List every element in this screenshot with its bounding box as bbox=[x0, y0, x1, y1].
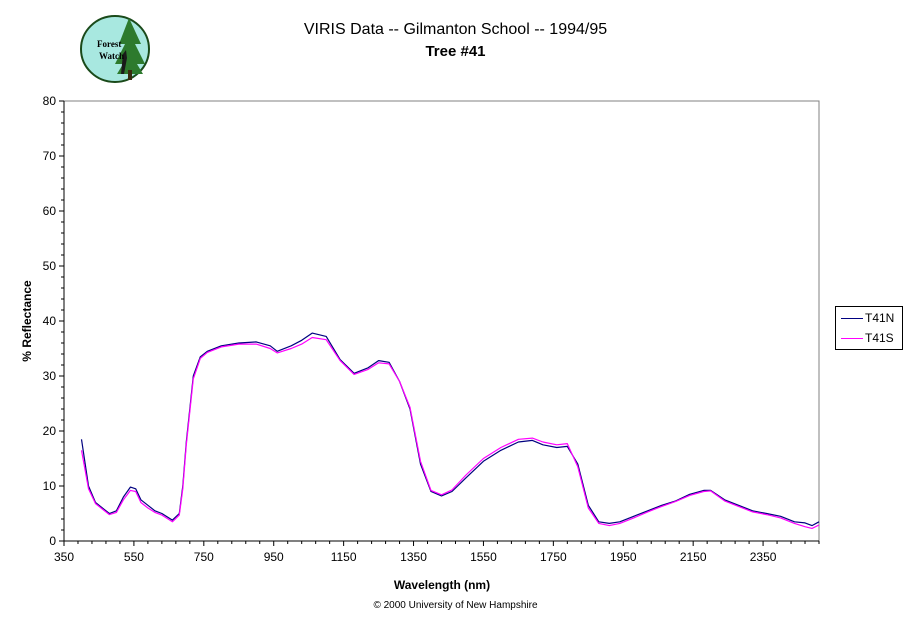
x-tick-label: 2350 bbox=[750, 550, 777, 564]
x-tick-label: 1750 bbox=[540, 550, 567, 564]
legend-swatch bbox=[841, 337, 863, 339]
x-tick-label: 2150 bbox=[680, 550, 707, 564]
y-tick-label: 70 bbox=[43, 149, 57, 163]
x-tick-label: 350 bbox=[54, 550, 74, 564]
plot-area bbox=[63, 100, 820, 542]
chart-legend: T41N T41S bbox=[835, 306, 903, 350]
legend-label: T41N bbox=[865, 311, 895, 325]
y-tick-label: 60 bbox=[43, 204, 57, 218]
series-line-t41s bbox=[80, 336, 820, 530]
x-tick-label: 1350 bbox=[400, 550, 427, 564]
copyright-footer: © 2000 University of New Hampshire bbox=[373, 600, 538, 611]
chart-title: VIRIS Data -- Gilmanton School -- 1994/9… bbox=[303, 21, 608, 38]
legend-item-t41s: T41S bbox=[841, 330, 894, 346]
y-tick-label: 10 bbox=[43, 479, 57, 493]
x-axis-label: Wavelength (nm) bbox=[394, 578, 490, 592]
x-tick-label: 1950 bbox=[610, 550, 637, 564]
x-tick-label: 950 bbox=[264, 550, 284, 564]
legend-item-t41n: T41N bbox=[841, 310, 894, 326]
y-tick-label: 40 bbox=[43, 314, 57, 328]
forest-watch-logo-icon: Forest Watch bbox=[79, 14, 151, 84]
chart-series bbox=[80, 332, 820, 530]
y-tick-label: 20 bbox=[43, 424, 57, 438]
logo-text-forest: Forest bbox=[97, 39, 121, 49]
legend-label: T41S bbox=[865, 331, 894, 345]
chart-axes: 0 10 20 30 40 50 60 70 80 350 550 750 950 1150 1350 155… bbox=[43, 94, 820, 564]
y-tick-label: 0 bbox=[49, 534, 56, 548]
logo-text-watch: Watch bbox=[99, 51, 124, 61]
chart-subtitle: Tree #41 bbox=[425, 43, 486, 60]
x-tick-label: 1550 bbox=[470, 550, 497, 564]
y-tick-label: 80 bbox=[43, 94, 57, 108]
legend-swatch bbox=[841, 317, 863, 319]
y-tick-label: 30 bbox=[43, 369, 57, 383]
x-tick-label: 1150 bbox=[331, 550, 357, 564]
y-tick-label: 50 bbox=[43, 259, 57, 273]
x-tick-label: 550 bbox=[124, 550, 144, 564]
x-tick-label: 750 bbox=[194, 550, 214, 564]
y-axis-label: % Reflectance bbox=[20, 280, 34, 362]
series-line-t41n bbox=[80, 332, 820, 527]
